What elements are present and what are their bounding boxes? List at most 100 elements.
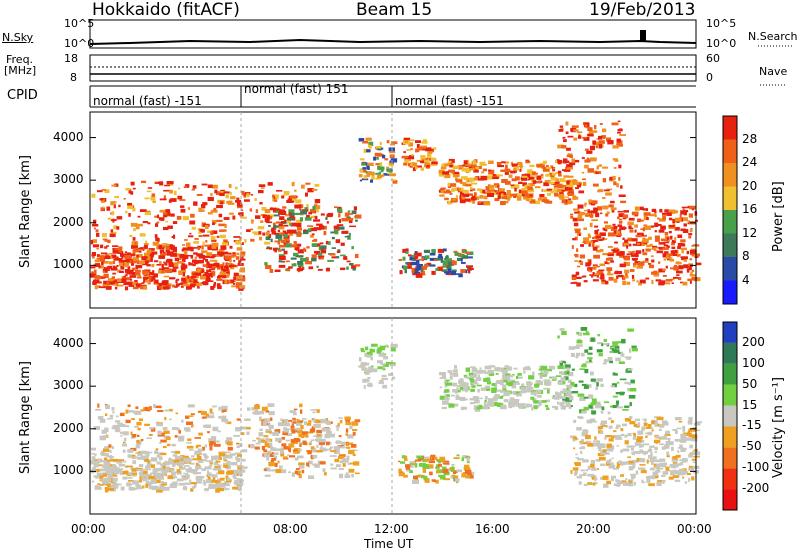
- data-cell: [169, 189, 173, 194]
- data-cell: [514, 176, 520, 181]
- data-cell: [259, 416, 262, 421]
- data-cell: [389, 164, 394, 167]
- data-cell: [565, 121, 569, 126]
- data-cell: [681, 217, 688, 222]
- data-cell: [453, 373, 459, 377]
- data-cell: [277, 460, 280, 464]
- data-cell: [131, 468, 139, 472]
- data-cell: [183, 472, 189, 475]
- data-cell: [292, 449, 299, 453]
- data-cell: [598, 135, 603, 140]
- data-cell: [691, 276, 698, 281]
- data-cell: [410, 148, 413, 150]
- colorbar-tick-label: -15: [742, 418, 762, 433]
- data-cell: [608, 465, 616, 469]
- data-cell: [158, 472, 162, 477]
- data-cell: [124, 425, 130, 428]
- station-title: Hokkaido (fitACF): [92, 0, 240, 20]
- data-cell: [195, 282, 202, 286]
- data-cell: [377, 366, 384, 370]
- data-cell: [651, 420, 655, 424]
- data-cell: [192, 185, 197, 189]
- data-cell: [595, 386, 598, 390]
- data-cell: [624, 461, 629, 465]
- data-cell: [287, 219, 291, 224]
- data-cell: [236, 252, 240, 256]
- data-cell: [436, 470, 441, 474]
- data-cell: [334, 206, 338, 209]
- data-cell: [354, 472, 360, 475]
- data-cell: [385, 361, 392, 365]
- data-cell: [628, 463, 636, 466]
- data-cell: [108, 255, 115, 259]
- data-cell: [180, 463, 185, 466]
- data-cell: [616, 183, 619, 188]
- data-cell: [513, 168, 516, 171]
- data-cell: [595, 212, 600, 218]
- data-cell: [500, 382, 504, 386]
- data-cell: [560, 390, 565, 394]
- data-cell: [574, 196, 579, 200]
- data-cell: [307, 225, 314, 227]
- data-cell: [206, 470, 209, 475]
- data-cell: [213, 284, 216, 288]
- data-cell: [197, 286, 200, 289]
- data-cell: [445, 382, 453, 386]
- data-cell: [670, 471, 675, 476]
- data-cell: [163, 214, 168, 218]
- data-cell: [682, 281, 688, 286]
- data-cell: [679, 462, 684, 466]
- data-cell: [415, 273, 423, 278]
- data-cell: [207, 424, 211, 427]
- data-cell: [210, 274, 213, 278]
- data-cell: [463, 160, 468, 165]
- data-cell: [570, 405, 573, 407]
- data-cell: [171, 451, 176, 453]
- data-cell: [514, 187, 517, 192]
- data-cell: [349, 263, 354, 266]
- data-cell: [577, 131, 583, 133]
- data-cell: [607, 270, 611, 274]
- data-cell: [207, 196, 214, 201]
- data-cell: [139, 233, 146, 237]
- data-cell: [145, 454, 149, 457]
- data-cell: [627, 328, 634, 332]
- data-cell: [259, 428, 263, 431]
- data-cell: [602, 449, 607, 453]
- data-cell: [456, 385, 460, 388]
- data-cell: [99, 255, 104, 260]
- data-cell: [599, 431, 604, 435]
- data-cell: [208, 483, 212, 486]
- data-cell: [583, 472, 587, 476]
- data-cell: [275, 468, 282, 474]
- data-cell: [339, 460, 344, 464]
- data-cell: [686, 473, 691, 475]
- data-cell: [93, 269, 97, 274]
- data-cell: [440, 475, 446, 480]
- data-cell: [110, 466, 117, 469]
- data-cell: [673, 466, 676, 469]
- data-cell: [506, 190, 511, 195]
- data-cell: [134, 425, 139, 428]
- data-cell: [602, 166, 609, 169]
- data-cell: [209, 442, 214, 446]
- data-cell: [325, 267, 330, 272]
- data-cell: [143, 243, 149, 245]
- data-cell: [310, 446, 315, 449]
- data-cell: [296, 268, 303, 272]
- data-cell: [249, 208, 253, 212]
- data-cell: [314, 215, 318, 220]
- data-cell: [110, 201, 115, 206]
- data-cell: [682, 470, 686, 475]
- data-cell: [504, 168, 511, 173]
- data-cell: [221, 408, 225, 413]
- data-cell: [144, 459, 150, 462]
- data-cell: [613, 278, 618, 283]
- data-cell: [534, 181, 541, 184]
- data-cell: [565, 186, 569, 191]
- data-cell: [398, 468, 402, 473]
- colorbar-tick-label: 15: [742, 397, 758, 412]
- data-cell: [152, 270, 155, 275]
- data-cell: [464, 464, 470, 468]
- data-cell: [447, 370, 452, 373]
